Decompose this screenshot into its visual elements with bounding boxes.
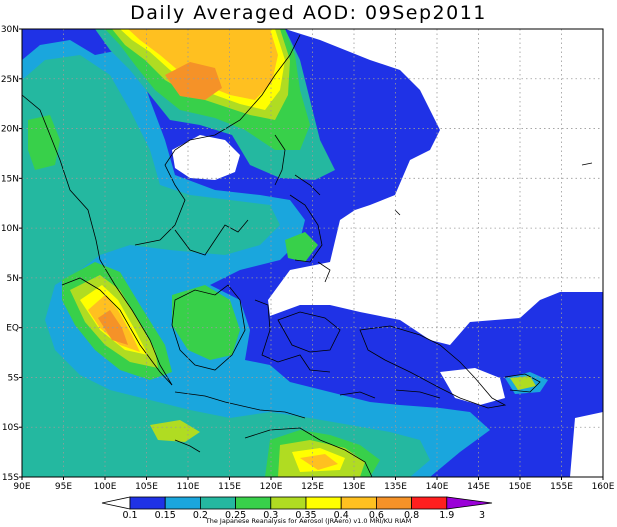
aod-field bbox=[22, 29, 603, 477]
aod-region-060 bbox=[128, 29, 278, 100]
colorbar-swatch bbox=[129, 496, 166, 510]
lon-tick-label: 100E bbox=[94, 482, 117, 492]
colorbar-swatch bbox=[305, 496, 342, 510]
colorbar-label: 0.3 bbox=[263, 510, 278, 521]
colorbar-label: 0.6 bbox=[369, 510, 384, 521]
lat-axis: 30N 25N 20N 15N 10N 5N EQ 5S 10S 15S bbox=[1, 25, 22, 483]
colorbar-label: 1.9 bbox=[439, 510, 454, 521]
lat-tick-label: 5S bbox=[8, 373, 20, 383]
colorbar-swatch bbox=[164, 496, 201, 510]
map-title: Daily Averaged AOD: 09Sep2011 bbox=[130, 2, 487, 24]
colorbar-swatch bbox=[199, 496, 236, 510]
colorbar-under-triangle bbox=[101, 496, 131, 510]
colorbar-label: 3 bbox=[479, 510, 485, 521]
colorbar-label: 0.35 bbox=[295, 510, 316, 521]
lon-tick-label: 155E bbox=[550, 482, 573, 492]
lat-tick-label: 15S bbox=[2, 473, 19, 483]
coastlines bbox=[22, 34, 593, 477]
lat-tick-label: 10S bbox=[2, 423, 19, 433]
lon-tick-label: 120E bbox=[260, 482, 283, 492]
colorbar-swatch bbox=[375, 496, 412, 510]
colorbar-label: 0.15 bbox=[155, 510, 176, 521]
lon-tick-label: 150E bbox=[509, 482, 532, 492]
lon-tick-label: 135E bbox=[384, 482, 407, 492]
aod-region-080 bbox=[165, 62, 222, 100]
aod-region-035 bbox=[150, 420, 200, 442]
colorbar-label: 0.1 bbox=[122, 510, 137, 521]
lon-tick-label: 140E bbox=[426, 482, 449, 492]
colorbar: 0.1 0.15 0.2 0.25 0.3 0.35 0.4 0.6 0.8 1.9 3 bbox=[101, 496, 493, 521]
lat-tick-label: 15N bbox=[1, 174, 19, 184]
colorbar-label: 0.2 bbox=[193, 510, 208, 521]
lon-tick-label: 110E bbox=[177, 482, 200, 492]
colorbar-swatch bbox=[235, 496, 272, 510]
aod-region-low bbox=[172, 135, 240, 180]
colorbar-swatch bbox=[411, 496, 448, 510]
lat-tick-label: 20N bbox=[1, 125, 19, 135]
lat-tick-label: 5N bbox=[7, 274, 19, 284]
colorbar-label: 0.8 bbox=[404, 510, 419, 521]
lon-tick-label: 130E bbox=[343, 482, 366, 492]
lon-tick-label: 95E bbox=[55, 482, 72, 492]
lat-tick-label: 30N bbox=[1, 25, 19, 35]
aod-region-low bbox=[268, 29, 603, 345]
lat-tick-label: 10N bbox=[1, 224, 19, 234]
aod-region-060 bbox=[300, 454, 338, 470]
aod-region-035 bbox=[510, 376, 536, 390]
lon-tick-label: 145E bbox=[467, 482, 490, 492]
aod-region-030 bbox=[285, 232, 318, 262]
lon-axis: 90E 95E 100E 105E 110E 115E 120E 125E 130E 135E 14… bbox=[13, 477, 615, 492]
lon-tick-label: 160E bbox=[592, 482, 615, 492]
aod-region-025 bbox=[22, 55, 430, 477]
lat-tick-label: EQ bbox=[6, 324, 19, 334]
aod-region-low bbox=[570, 412, 603, 477]
credit-text: The Japanese Reanalysis for Aerosol (JRA… bbox=[205, 517, 412, 525]
lon-tick-label: 90E bbox=[13, 482, 30, 492]
aod-region-030 bbox=[172, 285, 240, 360]
colorbar-swatch bbox=[270, 496, 307, 510]
colorbar-swatch bbox=[340, 496, 377, 510]
lat-tick-label: 25N bbox=[1, 75, 19, 85]
colorbar-label: 0.4 bbox=[334, 510, 349, 521]
lon-tick-label: 125E bbox=[301, 482, 324, 492]
colorbar-over-triangle bbox=[446, 496, 493, 510]
lon-tick-label: 115E bbox=[218, 482, 241, 492]
colorbar-label: 0.25 bbox=[225, 510, 246, 521]
lon-tick-label: 105E bbox=[135, 482, 158, 492]
